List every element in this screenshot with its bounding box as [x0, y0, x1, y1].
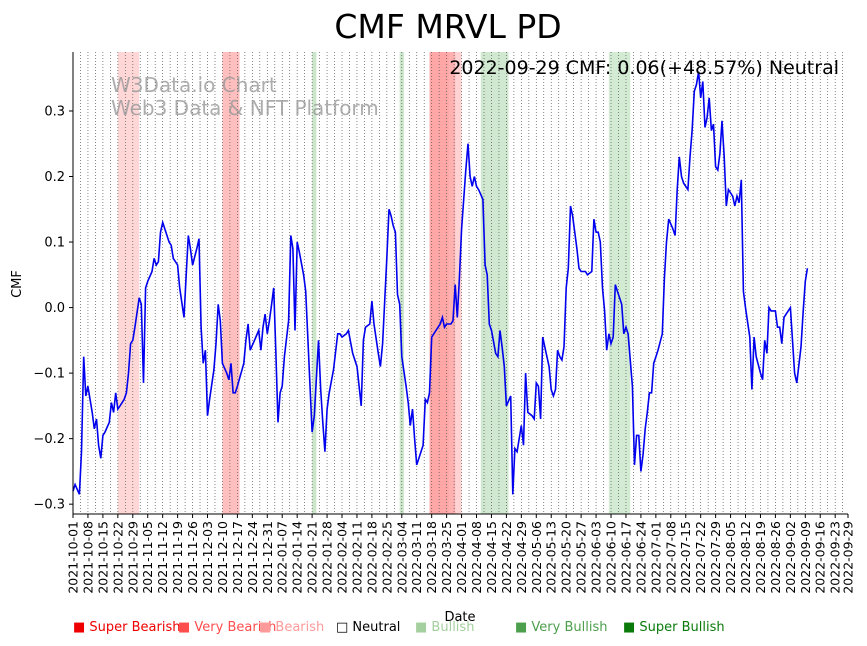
- legend-item-very-bullish: ■ Very Bullish: [515, 620, 607, 635]
- x-tick-label: 2022-06-10: [604, 521, 619, 594]
- x-tick-label: 2021-12-31: [260, 521, 275, 594]
- chart-title: CMF MRVL PD: [334, 7, 561, 46]
- legend-marker: ■: [515, 620, 532, 635]
- x-axis-ticks: 2021-10-01 2021-10-08 2021-10-15 2021-10-22…: [66, 514, 856, 594]
- x-tick-label: 2022-09-29: [841, 521, 856, 594]
- x-tick-label: 2021-10-22: [110, 521, 125, 594]
- x-tick-label: 2022-04-29: [514, 521, 529, 594]
- x-tick-label: 2021-11-26: [185, 521, 200, 594]
- x-tick-label: 2022-08-05: [723, 521, 738, 594]
- x-tick-label: 2022-02-18: [364, 521, 379, 594]
- x-tick-label: 2022-09-02: [783, 521, 798, 594]
- legend-item-very-bearish: ■ Very Bearish: [178, 620, 276, 635]
- signal-bands: [117, 52, 631, 514]
- x-tick-label: 2021-11-05: [140, 521, 155, 594]
- x-tick-label: 2021-12-03: [200, 521, 215, 594]
- x-tick-label: 2021-12-10: [215, 521, 230, 594]
- legend-item-neutral: □ Neutral: [336, 620, 400, 635]
- x-tick-label: 2021-10-15: [95, 521, 110, 594]
- legend-marker: ■: [178, 620, 195, 635]
- x-tick-label: 2022-05-20: [559, 521, 574, 594]
- legend-marker: ■: [623, 620, 640, 635]
- x-tick-label: 2022-04-15: [484, 521, 499, 594]
- x-tick-label: 2022-03-25: [439, 521, 454, 594]
- x-tick-label: 2022-04-22: [499, 521, 514, 594]
- x-tick-label: 2022-01-21: [305, 521, 320, 594]
- x-tick-label: 2022-07-15: [678, 521, 693, 594]
- legend-label: Bearish: [275, 620, 325, 635]
- x-axis-label: Date: [444, 610, 475, 625]
- x-tick-label: 2022-09-09: [798, 521, 813, 594]
- x-tick-label: 2022-01-07: [275, 521, 290, 594]
- x-tick-label: 2022-07-08: [663, 521, 678, 594]
- x-tick-label: 2022-05-06: [529, 521, 544, 594]
- watermark-line-2: Web3 Data & NFT Platform: [111, 96, 379, 120]
- x-tick-label: 2022-02-25: [379, 521, 394, 594]
- x-tick-label: 2022-08-19: [753, 521, 768, 594]
- legend-label: Very Bullish: [531, 620, 608, 635]
- x-tick-label: 2022-06-17: [618, 521, 633, 594]
- x-tick-label: 2022-01-28: [320, 521, 335, 594]
- y-tick-label: 0.1: [44, 236, 65, 251]
- cmf-series-line: [72, 71, 809, 495]
- y-tick-label: 0.2: [44, 170, 65, 185]
- legend-label: Bullish: [431, 620, 475, 635]
- x-tick-label: 2022-01-14: [290, 521, 305, 594]
- latest-value-annotation: 2022-09-29 CMF: 0.06(+48.57%) Neutral: [449, 57, 839, 79]
- y-tick-label: −0.3: [33, 498, 65, 513]
- x-tick-label: 2022-09-16: [813, 521, 828, 594]
- legend-label: Super Bearish: [89, 620, 181, 635]
- x-tick-label: 2021-10-08: [80, 521, 95, 594]
- x-tick-label: 2022-02-04: [335, 521, 350, 594]
- x-tick-label: 2022-07-22: [693, 521, 708, 594]
- x-tick-label: 2021-12-24: [245, 521, 260, 594]
- x-tick-label: 2021-10-01: [66, 521, 81, 594]
- x-tick-label: 2022-04-08: [469, 521, 484, 594]
- signal-band-2: [312, 52, 317, 514]
- x-tick-label: 2021-10-29: [125, 521, 140, 594]
- signal-band-7: [608, 52, 631, 514]
- legend-marker: ■: [415, 620, 432, 635]
- y-axis-label: CMF: [10, 270, 25, 298]
- x-tick-label: 2021-12-17: [230, 521, 245, 594]
- legend-marker: □: [336, 620, 353, 635]
- signal-band-0: [117, 52, 140, 514]
- signal-band-1: [222, 52, 240, 514]
- x-tick-label: 2021-11-12: [155, 521, 170, 594]
- x-tick-label: 2022-04-01: [454, 521, 469, 594]
- y-tick-label: −0.1: [33, 367, 65, 382]
- legend-label: Super Bullish: [639, 620, 725, 635]
- legend-item-bullish: ■ Bullish: [415, 620, 474, 635]
- x-tick-label: 2021-11-19: [170, 521, 185, 594]
- y-axis-ticks: −0.3 −0.2 −0.1 0.0 0.1 0.2 0.3: [33, 104, 73, 513]
- y-tick-label: 0.3: [44, 104, 65, 119]
- legend-marker: ■: [73, 620, 90, 635]
- legend-marker: ■: [259, 620, 276, 635]
- signal-band-6: [480, 52, 509, 514]
- y-tick-label: −0.2: [33, 432, 65, 447]
- x-tick-label: 2022-07-01: [648, 521, 663, 594]
- legend-item-super-bullish: ■ Super Bullish: [623, 620, 725, 635]
- legend-item-super-bearish: ■ Super Bearish: [73, 620, 181, 635]
- legend-label: Neutral: [352, 620, 401, 635]
- legend-label: Very Bearish: [194, 620, 277, 635]
- signal-band-5: [448, 52, 462, 514]
- x-tick-label: 2022-08-12: [738, 521, 753, 594]
- x-tick-label: 2022-07-29: [708, 521, 723, 594]
- x-tick-label: 2022-05-13: [544, 521, 559, 594]
- x-tick-label: 2022-03-18: [424, 521, 439, 594]
- y-tick-label: 0.0: [44, 301, 65, 316]
- x-tick-label: 2022-09-23: [828, 521, 843, 594]
- x-tick-label: 2022-02-11: [349, 521, 364, 594]
- legend-item-bearish: ■ Bearish: [259, 620, 324, 635]
- x-tick-label: 2022-05-27: [574, 521, 589, 594]
- x-tick-label: 2022-08-26: [768, 521, 783, 594]
- x-tick-label: 2022-03-04: [394, 521, 409, 594]
- watermark-line-1: W3Data.io Chart: [111, 73, 277, 97]
- x-tick-label: 2022-06-24: [633, 521, 648, 594]
- x-tick-label: 2022-03-11: [409, 521, 424, 594]
- x-tick-label: 2022-06-03: [589, 521, 604, 594]
